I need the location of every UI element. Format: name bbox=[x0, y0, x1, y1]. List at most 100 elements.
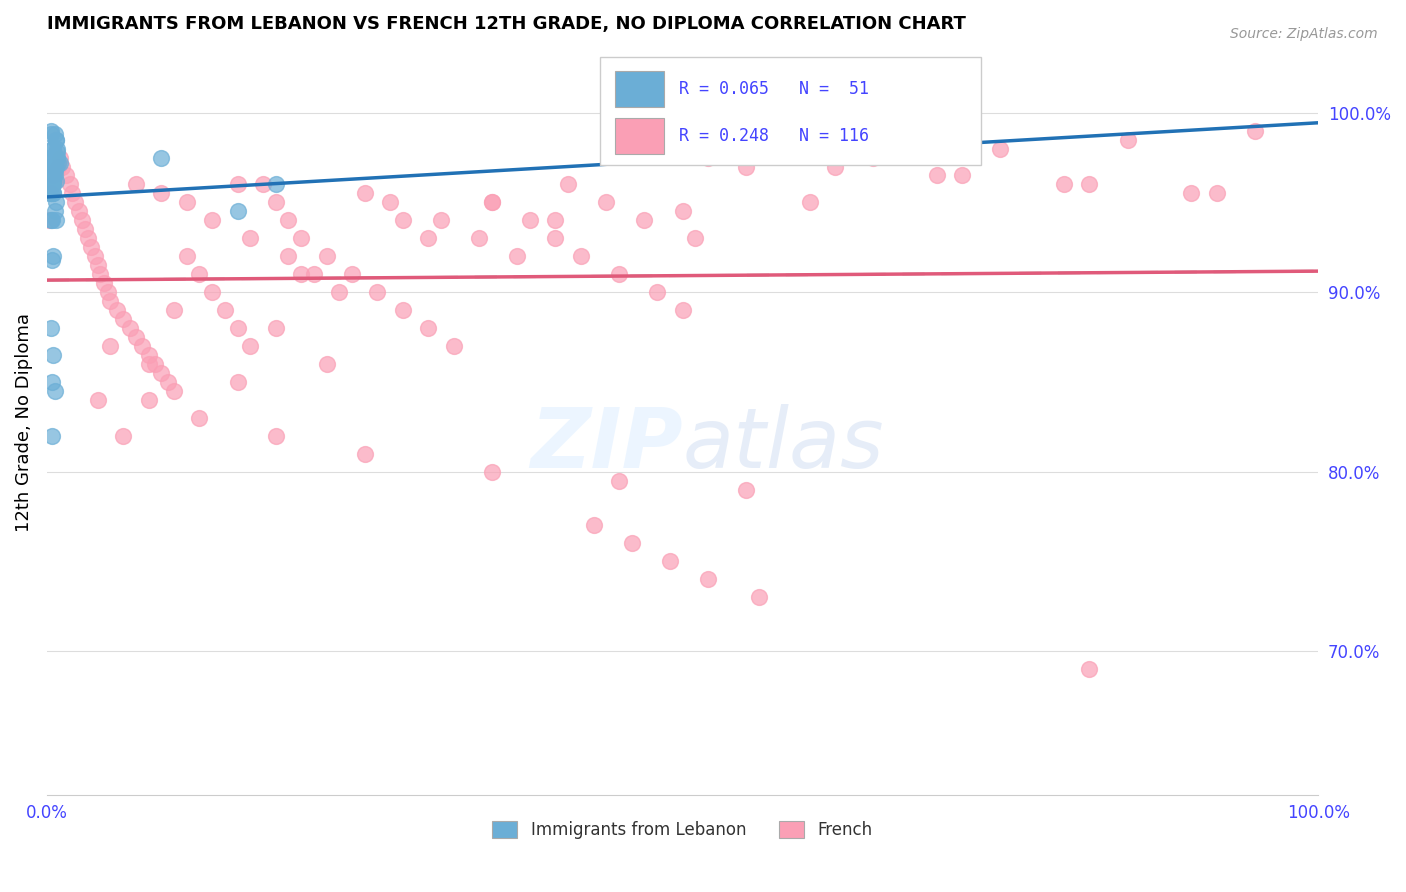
Point bbox=[42, 178, 65, 192]
Point bbox=[44, 384, 66, 398]
Point bbox=[645, 285, 668, 300]
Point bbox=[45, 132, 67, 146]
Text: ZIP: ZIP bbox=[530, 404, 682, 485]
Point bbox=[163, 384, 186, 398]
Point bbox=[264, 178, 287, 192]
Point bbox=[862, 151, 884, 165]
Point bbox=[42, 186, 65, 201]
FancyBboxPatch shape bbox=[616, 71, 664, 107]
Point bbox=[100, 294, 122, 309]
Point bbox=[226, 178, 249, 192]
Text: R = 0.248   N = 116: R = 0.248 N = 116 bbox=[679, 128, 869, 145]
Point bbox=[443, 339, 465, 353]
Point bbox=[366, 285, 388, 300]
Point bbox=[41, 213, 63, 227]
FancyBboxPatch shape bbox=[600, 57, 981, 165]
Point bbox=[607, 474, 630, 488]
Point bbox=[55, 169, 77, 183]
Text: R = 0.065   N =  51: R = 0.065 N = 51 bbox=[679, 80, 869, 98]
Point bbox=[44, 151, 66, 165]
Point bbox=[37, 151, 59, 165]
Point bbox=[620, 142, 643, 156]
Point bbox=[38, 186, 60, 201]
Point bbox=[46, 145, 69, 160]
Point bbox=[38, 178, 60, 192]
Point bbox=[201, 285, 224, 300]
Point bbox=[481, 195, 503, 210]
Point bbox=[60, 186, 83, 201]
Point bbox=[557, 178, 579, 192]
Point bbox=[264, 195, 287, 210]
Point bbox=[156, 375, 179, 389]
Point bbox=[87, 258, 110, 272]
Legend: Immigrants from Lebanon, French: Immigrants from Lebanon, French bbox=[485, 814, 880, 846]
Point bbox=[41, 178, 63, 192]
Point bbox=[138, 348, 160, 362]
Point bbox=[239, 231, 262, 245]
Point bbox=[39, 160, 62, 174]
Point bbox=[697, 151, 720, 165]
Point bbox=[42, 142, 65, 156]
Point bbox=[264, 428, 287, 442]
Point bbox=[595, 195, 617, 210]
Point bbox=[138, 357, 160, 371]
Point bbox=[607, 267, 630, 281]
Point bbox=[44, 127, 66, 141]
Point bbox=[38, 213, 60, 227]
Point bbox=[44, 204, 66, 219]
Point bbox=[1180, 186, 1202, 201]
Point bbox=[925, 169, 948, 183]
Point bbox=[392, 303, 415, 318]
Point bbox=[824, 160, 846, 174]
Point bbox=[264, 321, 287, 335]
Point bbox=[544, 213, 567, 227]
Point bbox=[63, 195, 86, 210]
Point bbox=[150, 151, 173, 165]
Point bbox=[84, 249, 107, 263]
Point bbox=[353, 186, 375, 201]
Point bbox=[42, 348, 65, 362]
Point bbox=[302, 267, 325, 281]
Point bbox=[277, 213, 299, 227]
Point bbox=[39, 186, 62, 201]
Point bbox=[67, 204, 90, 219]
Point bbox=[46, 160, 69, 174]
Point bbox=[41, 375, 63, 389]
FancyBboxPatch shape bbox=[616, 119, 664, 154]
Point bbox=[226, 204, 249, 219]
Point bbox=[658, 554, 681, 568]
Point bbox=[112, 312, 135, 326]
Point bbox=[45, 132, 67, 146]
Point bbox=[544, 231, 567, 245]
Point bbox=[188, 410, 211, 425]
Point bbox=[582, 518, 605, 533]
Point bbox=[42, 178, 65, 192]
Point bbox=[39, 160, 62, 174]
Point bbox=[46, 151, 69, 165]
Point bbox=[226, 375, 249, 389]
Point bbox=[87, 392, 110, 407]
Point bbox=[73, 222, 96, 236]
Point bbox=[150, 366, 173, 380]
Point bbox=[42, 169, 65, 183]
Point bbox=[72, 213, 94, 227]
Point bbox=[42, 174, 65, 188]
Point bbox=[76, 231, 98, 245]
Point bbox=[392, 213, 415, 227]
Point bbox=[201, 213, 224, 227]
Point bbox=[143, 357, 166, 371]
Point bbox=[163, 303, 186, 318]
Point bbox=[290, 267, 312, 281]
Point bbox=[735, 160, 758, 174]
Point bbox=[100, 339, 122, 353]
Point bbox=[468, 231, 491, 245]
Point bbox=[799, 195, 821, 210]
Point bbox=[41, 160, 63, 174]
Point bbox=[176, 195, 198, 210]
Point bbox=[46, 156, 69, 170]
Point bbox=[277, 249, 299, 263]
Point bbox=[42, 169, 65, 183]
Text: IMMIGRANTS FROM LEBANON VS FRENCH 12TH GRADE, NO DIPLOMA CORRELATION CHART: IMMIGRANTS FROM LEBANON VS FRENCH 12TH G… bbox=[46, 15, 966, 33]
Point bbox=[315, 249, 337, 263]
Point bbox=[1078, 662, 1101, 676]
